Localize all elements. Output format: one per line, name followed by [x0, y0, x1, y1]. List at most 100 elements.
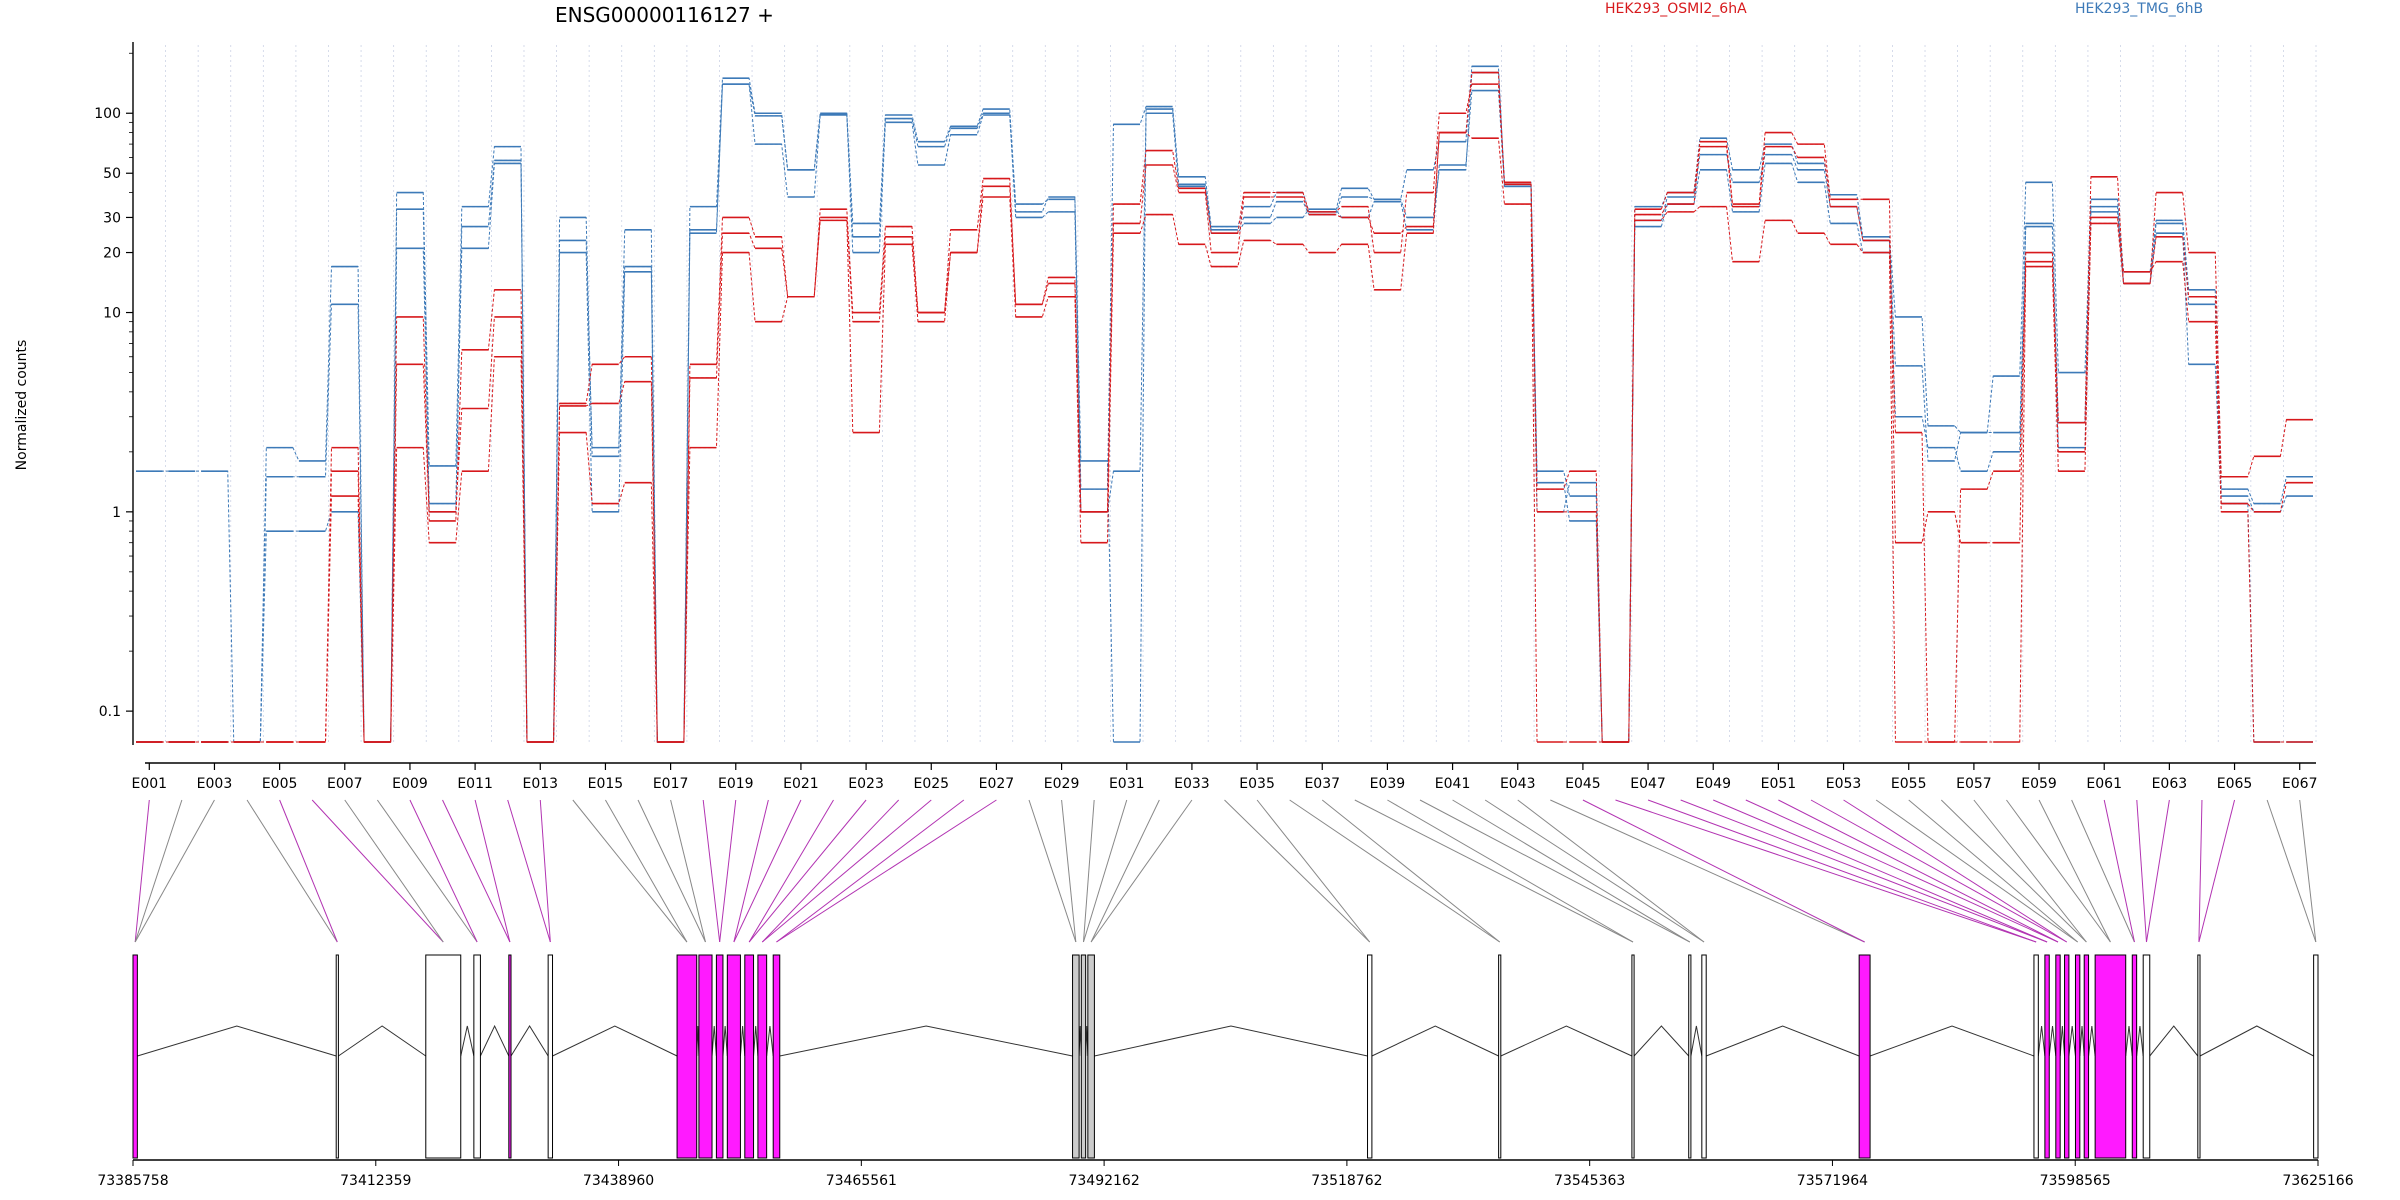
exon-connector [246, 799, 338, 943]
intron-line [2149, 1025, 2199, 1057]
exon-box [2074, 954, 2081, 1159]
x-tick-label: E021 [783, 776, 819, 792]
exon-connector [776, 799, 965, 943]
genomic-tick-label: 73492162 [1068, 1173, 1139, 1189]
exon-connector [442, 799, 511, 943]
intron-line [1633, 1025, 1690, 1057]
exon-connector [376, 799, 478, 943]
y-tick-label: 0.1 [99, 704, 121, 720]
intron-line [1690, 1025, 1703, 1057]
exon-connector [1090, 799, 1160, 943]
exon-box [473, 954, 481, 1159]
exon-connector [311, 799, 444, 943]
exon-connector [605, 799, 688, 943]
exon-connector [1713, 799, 2048, 943]
genomic-tick-label: 73385758 [97, 1173, 168, 1189]
exon-connector [2103, 799, 2135, 943]
exon-box [2044, 954, 2050, 1159]
exon-connector [1778, 799, 2059, 943]
intron-line [779, 1025, 1073, 1057]
exon-connector [2136, 799, 2147, 943]
intron-line [711, 1025, 717, 1057]
x-tick-label: E025 [913, 776, 949, 792]
exon-box [1072, 954, 1080, 1159]
series-1 [136, 83, 2313, 743]
exon-connector [1940, 799, 2087, 943]
exon-connector [1615, 799, 2037, 943]
exon-connector [572, 799, 688, 943]
exon-connector [1289, 799, 1500, 943]
intron-line [338, 1025, 427, 1057]
exon-box [2142, 954, 2151, 1159]
exon-box [698, 954, 713, 1159]
exon-connector [2266, 799, 2317, 943]
exon-connector [1908, 799, 2078, 943]
exon-box [132, 954, 138, 1159]
x-tick-label: E041 [1435, 776, 1471, 792]
genomic-tick-label: 73571964 [1797, 1173, 1868, 1189]
exon-connector [1550, 799, 1865, 943]
exon-connector [776, 799, 997, 943]
series-path [136, 132, 2313, 743]
series-path [136, 65, 2313, 743]
intron-line [2048, 1025, 2057, 1057]
intron-line [479, 1024, 510, 1057]
y-axis-ticks: 0.1 1 10 20 30 50 100 [94, 52, 133, 720]
x-tick-label: E047 [1630, 776, 1666, 792]
exon-connector [733, 799, 802, 943]
exon-box [425, 954, 462, 1159]
exon-box [2055, 954, 2061, 1159]
x-tick-label: E059 [2021, 776, 2057, 792]
exon-box [715, 954, 724, 1159]
intron-line [766, 1025, 774, 1057]
exon-connector [1028, 799, 1077, 943]
exon-connector [1061, 799, 1077, 943]
genomic-tick-label: 73412359 [340, 1173, 411, 1189]
intron-line [722, 1025, 728, 1057]
intron-line [552, 1025, 678, 1057]
exon-connector [1680, 799, 2048, 943]
exon-box [2094, 954, 2127, 1159]
exon-connector [1745, 799, 2059, 943]
exon-connector [1419, 799, 1691, 943]
x-tick-label: E067 [2282, 776, 2318, 792]
plot-axes [132, 42, 2316, 764]
series-3 [136, 83, 2313, 743]
exon-connector [2038, 799, 2111, 943]
exon-box [1701, 954, 1707, 1159]
series-2 [136, 71, 2313, 743]
exon-box [1688, 954, 1692, 1159]
exon-connector [733, 799, 769, 943]
exon-connector [1843, 799, 2067, 943]
exon-connector [279, 799, 338, 943]
exon-connector [748, 799, 834, 943]
exon-connector [2145, 799, 2170, 943]
exon-connector [719, 799, 737, 943]
x-tick-label: E001 [132, 776, 168, 792]
series-0 [136, 65, 2313, 743]
exon-connector [1321, 799, 1501, 943]
y-axis-label: Normalized counts [14, 340, 30, 471]
x-tick-label: E051 [1761, 776, 1797, 792]
x-tick-label: E009 [392, 776, 428, 792]
exon-box [2197, 954, 2201, 1159]
x-tick-label: E061 [2086, 776, 2122, 792]
exon-box [508, 954, 512, 1159]
exon-connector [1354, 799, 1634, 943]
exon-connector [1517, 799, 1705, 943]
x-tick-label: E055 [1891, 776, 1927, 792]
exon-box [757, 954, 768, 1159]
intron-line [739, 1025, 746, 1057]
series-path [136, 72, 2313, 743]
x-tick-label: E019 [718, 776, 754, 792]
x-tick-label: E037 [1304, 776, 1340, 792]
x-tick-label: E031 [1109, 776, 1145, 792]
exon-connector [134, 799, 215, 943]
exon-connector [761, 799, 900, 943]
series-lines [136, 65, 2313, 743]
series-path [136, 83, 2313, 743]
y-tick-label: 10 [103, 306, 121, 322]
x-tick-label: E027 [979, 776, 1015, 792]
intron-line [137, 1025, 337, 1057]
